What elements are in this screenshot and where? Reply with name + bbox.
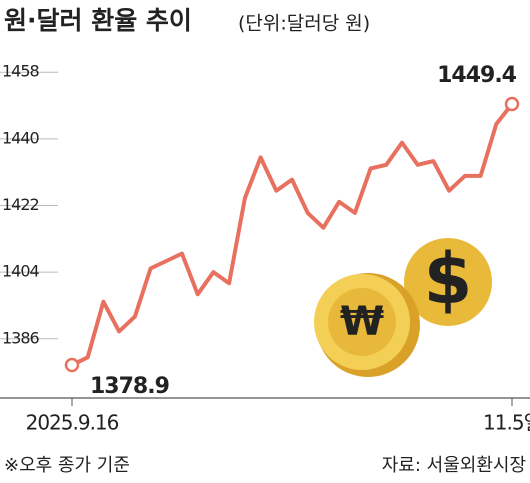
end-marker [504, 96, 520, 112]
won-coin-inner [328, 288, 396, 356]
chart-subtitle: (단위:달러당 원) [238, 13, 370, 35]
x-tick-label: 2025.9.16 [26, 411, 119, 435]
y-tick-label: 1440 [2, 128, 40, 147]
value-label: 1449.4 [437, 63, 517, 88]
line-series [71, 102, 514, 367]
dollar-sign: $ [424, 238, 473, 320]
y-tick-label: 1458 [2, 62, 40, 81]
footnote: ※오후 종가 기준 [4, 455, 130, 476]
y-tick-label: 1422 [2, 195, 39, 214]
end-marker [64, 357, 80, 373]
dollar-coin [404, 238, 492, 326]
y-tick-label: 1404 [2, 262, 40, 281]
source: 자료: 서울외환시장 [382, 455, 526, 476]
x-tick-label: 11.5일 [483, 411, 530, 435]
coin-illustration: $ ₩ [314, 238, 492, 377]
chart-title: 원·달러 환율 추이 [4, 6, 192, 35]
y-tick-label: 1386 [2, 328, 40, 347]
value-label: 1378.9 [90, 374, 169, 399]
won-sign: ₩ [340, 299, 384, 345]
